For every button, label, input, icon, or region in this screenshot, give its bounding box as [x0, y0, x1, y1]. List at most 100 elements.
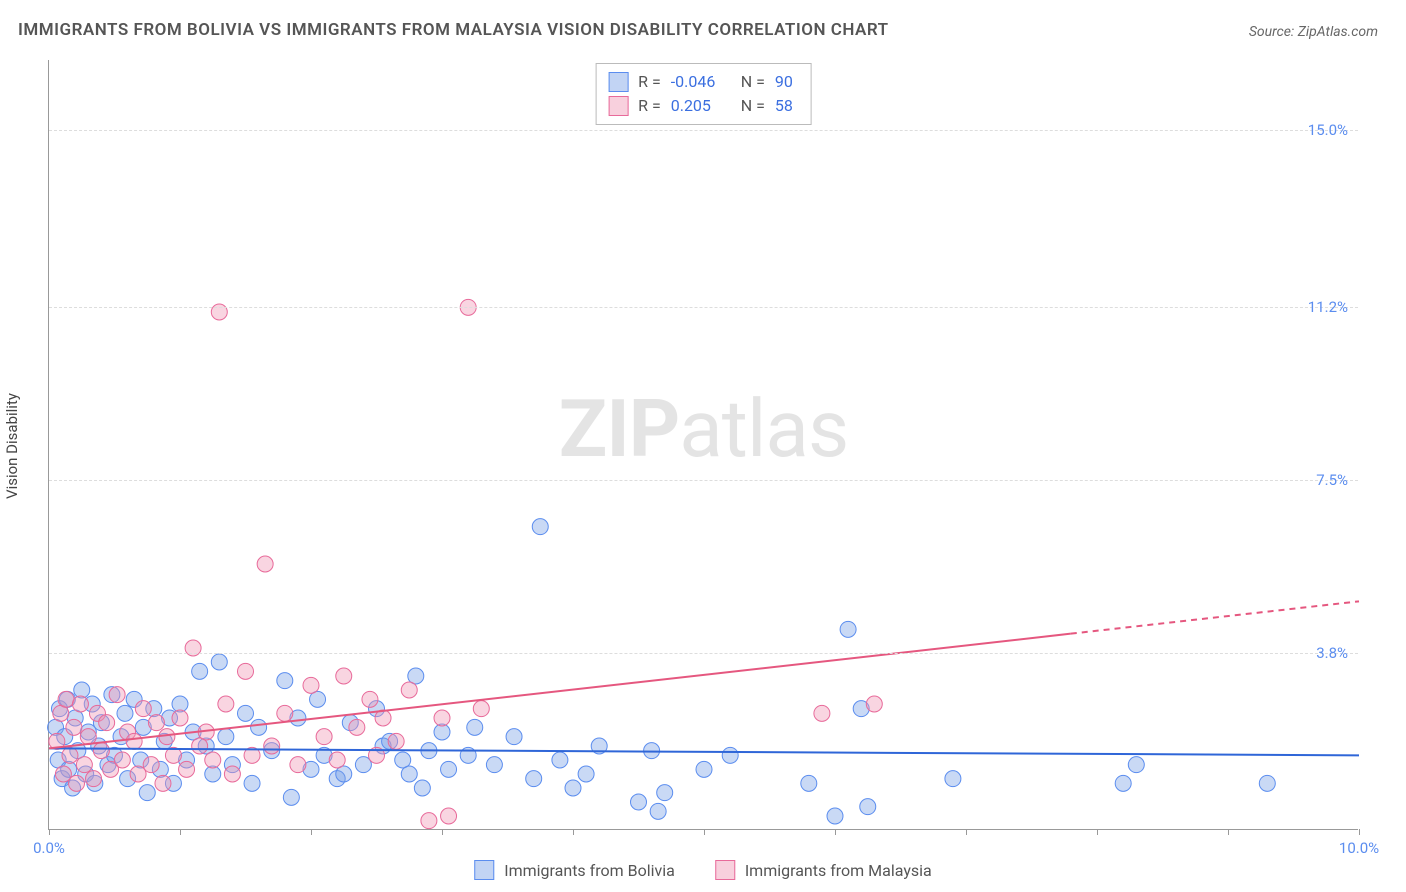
x-tick: [1228, 829, 1229, 835]
x-tick: [1359, 829, 1360, 835]
data-point: [251, 719, 267, 735]
data-point: [303, 677, 319, 693]
data-point: [814, 705, 830, 721]
data-point: [244, 775, 260, 791]
y-tick-label: 3.8%: [1316, 644, 1348, 662]
data-point: [473, 701, 489, 717]
data-point: [93, 743, 109, 759]
data-point: [72, 696, 88, 712]
data-point: [866, 696, 882, 712]
data-point: [486, 757, 502, 773]
data-point: [945, 771, 961, 787]
data-point: [329, 752, 345, 768]
data-point: [126, 733, 142, 749]
data-point: [114, 752, 130, 768]
data-point: [441, 808, 457, 824]
data-point: [840, 621, 856, 637]
data-point: [192, 663, 208, 679]
data-point: [224, 766, 240, 782]
data-point: [421, 813, 437, 829]
data-point: [1128, 757, 1144, 773]
x-tick: [180, 829, 181, 835]
gridline-h: [49, 653, 1358, 654]
data-point: [1259, 775, 1275, 791]
data-point: [650, 803, 666, 819]
y-tick-label: 7.5%: [1316, 471, 1348, 489]
data-point: [336, 668, 352, 684]
trend-line-dashed: [1071, 601, 1359, 633]
legend-item-1: Immigrants from Bolivia: [474, 860, 675, 880]
data-point: [148, 715, 164, 731]
data-point: [657, 785, 673, 801]
data-point: [506, 729, 522, 745]
data-point: [414, 780, 430, 796]
data-point: [801, 775, 817, 791]
data-point: [552, 752, 568, 768]
data-point: [696, 761, 712, 777]
data-point: [565, 780, 581, 796]
legend-label-1: Immigrants from Bolivia: [504, 861, 675, 880]
y-tick-label: 15.0%: [1308, 121, 1348, 139]
y-axis-title: Vision Disability: [3, 393, 21, 499]
data-point: [316, 729, 332, 745]
trend-line: [49, 634, 1071, 749]
data-point: [238, 663, 254, 679]
data-point: [218, 729, 234, 745]
data-point: [631, 794, 647, 810]
data-point: [277, 705, 293, 721]
data-point: [264, 738, 280, 754]
y-tick-label: 11.2%: [1308, 298, 1348, 316]
data-point: [80, 729, 96, 745]
data-point: [526, 771, 542, 787]
x-tick-label: 0.0%: [33, 839, 65, 857]
data-point: [238, 705, 254, 721]
source-label: Source: ZipAtlas.com: [1249, 24, 1378, 40]
data-point: [62, 747, 78, 763]
x-tick: [573, 829, 574, 835]
data-point: [69, 775, 85, 791]
data-point: [139, 785, 155, 801]
data-point: [99, 715, 115, 731]
data-point: [135, 701, 151, 717]
data-point: [290, 757, 306, 773]
x-tick: [49, 829, 50, 835]
data-point: [277, 673, 293, 689]
chart-title: IMMIGRANTS FROM BOLIVIA VS IMMIGRANTS FR…: [18, 20, 889, 40]
x-tick: [311, 829, 312, 835]
data-point: [117, 705, 133, 721]
data-point: [722, 747, 738, 763]
x-tick-label: 10.0%: [1339, 839, 1379, 857]
plot-area: ZIPatlas R = -0.046 N = 90 R = 0.205 N =…: [48, 60, 1358, 830]
data-point: [86, 771, 102, 787]
data-point: [76, 757, 92, 773]
gridline-h: [49, 307, 1358, 308]
data-point: [179, 761, 195, 777]
data-point: [860, 799, 876, 815]
data-point: [283, 789, 299, 805]
data-point: [532, 519, 548, 535]
x-tick: [704, 829, 705, 835]
legend-swatch-pink-icon: [715, 860, 735, 880]
data-point: [218, 696, 234, 712]
data-point: [362, 691, 378, 707]
x-tick: [835, 829, 836, 835]
bottom-legend: Immigrants from Bolivia Immigrants from …: [474, 860, 932, 880]
data-point: [401, 766, 417, 782]
x-tick: [442, 829, 443, 835]
data-point: [578, 766, 594, 782]
data-point: [211, 654, 227, 670]
data-point: [109, 687, 125, 703]
x-tick: [1097, 829, 1098, 835]
data-point: [205, 752, 221, 768]
data-point: [1115, 775, 1131, 791]
data-point: [257, 556, 273, 572]
data-point: [388, 733, 404, 749]
data-point: [74, 682, 90, 698]
legend-swatch-blue-icon: [474, 860, 494, 880]
data-point: [172, 710, 188, 726]
scatter-svg: [49, 60, 1358, 829]
data-point: [467, 719, 483, 735]
data-point: [155, 775, 171, 791]
data-point: [434, 710, 450, 726]
x-tick: [966, 829, 967, 835]
